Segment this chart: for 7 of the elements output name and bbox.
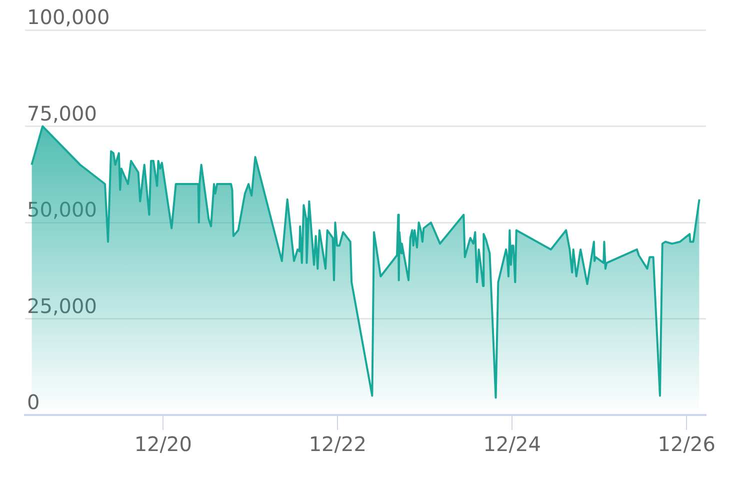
y-tick-label: 75,000 <box>27 101 97 126</box>
x-tick-label: 12/26 <box>658 432 716 456</box>
x-tick-label: 12/20 <box>134 432 192 456</box>
y-tick-label: 0 <box>27 390 40 414</box>
x-tick-label: 12/22 <box>308 432 366 456</box>
y-tick-label: 100,000 <box>27 5 110 30</box>
x-tick-label: 12/24 <box>483 432 541 456</box>
